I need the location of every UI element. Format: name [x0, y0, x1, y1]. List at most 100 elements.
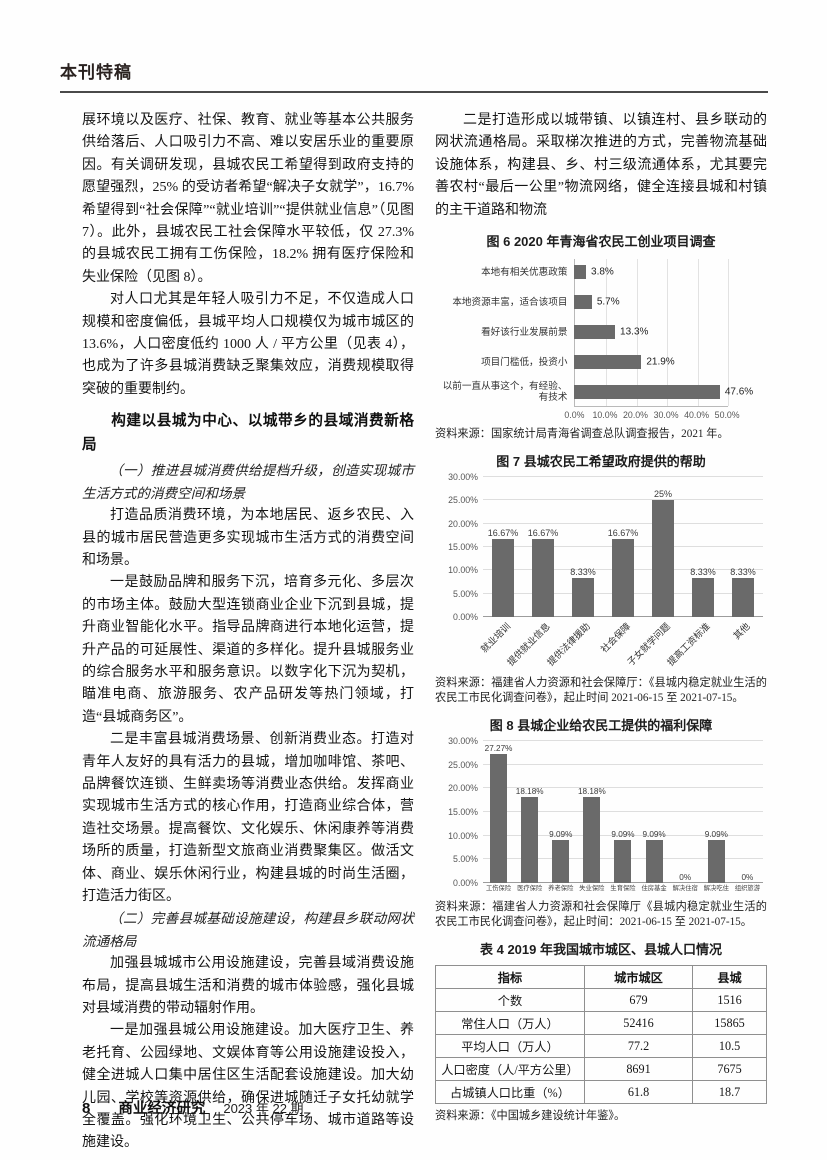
gridline: [483, 476, 763, 478]
bar: [692, 578, 714, 618]
x-axis: 0.0% 10.0% 20.0% 30.0% 40.0% 50.0%: [564, 407, 739, 422]
vbar-chart: 0.00% 5.00% 10.00% 15.00% 20.00% 25.00% 30.00%…: [448, 736, 763, 888]
bar: [572, 578, 594, 618]
column-title: 本刊特稿: [60, 63, 132, 82]
figure-6: 图 6 2020 年青海省农民工创业项目调查本地有相关优惠政策 3.8% 本地资源丰…: [435, 231, 767, 442]
gridline: [483, 740, 763, 742]
axis-tick: 10.00%: [448, 830, 478, 841]
table-cell: 8691: [583, 1057, 694, 1082]
hbar-chart: 本地有相关优惠政策 3.8% 本地资源丰富，适合该项目 5.7% 看好该行业发展前景 13…: [435, 257, 767, 422]
issue-info: 2023 年 22 期: [223, 1101, 304, 1116]
row-header-cell: 常住人口（万人）: [435, 1011, 585, 1036]
population-table: 指标 城市城区 县城 个数 679 1516 常住人口（万人） 52416 15865 平均人口（…: [435, 965, 767, 1105]
bar-cell: 25%: [643, 477, 683, 618]
bar-track: 47.6%: [574, 385, 753, 400]
value-label: 18.18%: [515, 786, 544, 796]
x-label-cell: 生育保险: [607, 883, 638, 895]
bar-cell: 9.09%: [607, 741, 638, 884]
figure-title: 图 6 2020 年青海省农民工创业项目调查: [486, 234, 716, 250]
figure-title: 图 8 县城企业给农民工提供的福利保障: [489, 718, 713, 734]
bar: [574, 265, 587, 280]
bar: [583, 796, 601, 884]
value-label: 0%: [679, 873, 692, 883]
row-header-cell: 占城镇人口比重（%）: [435, 1080, 585, 1105]
table-4: 表 4 2019 年我国城市城区、县城人口情况 指标 城市城区 县城 个数 679 151…: [435, 939, 767, 1124]
axis-tick: 50.0%: [714, 410, 740, 421]
page-header: 本刊特稿: [60, 58, 768, 93]
category-label: 本地有相关优惠政策: [481, 266, 568, 278]
bar: [645, 840, 663, 884]
category-label: 看好该行业发展前景: [481, 326, 568, 338]
axis-tick: 25.00%: [448, 759, 478, 770]
paragraph: 二是打造形成以城带镇、以镇连村、县乡联动的网状流通格局。采取梯次推进的方式，完善…: [435, 113, 767, 218]
bar-cell: 18.18%: [514, 741, 545, 884]
table-row: 平均人口（万人） 77.2 10.5: [435, 1034, 767, 1059]
bar-row: 项目门槛低，投资小 21.9%: [435, 347, 767, 377]
column-header: 县城: [692, 965, 767, 990]
bar-cell: 8.33%: [683, 477, 723, 618]
bar: [574, 295, 592, 310]
axis-tick: 10.00%: [448, 565, 478, 576]
axis-tick: 20.00%: [448, 783, 478, 794]
x-label-cell: 失业保险: [576, 883, 607, 895]
value-label: 9.09%: [611, 830, 635, 840]
axis-tick: 25.00%: [448, 495, 478, 506]
x-label-cell: 养老保险: [545, 883, 576, 895]
bar: [614, 840, 632, 884]
table-row: 个数 679 1516: [435, 988, 767, 1013]
value-label: 47.6%: [724, 386, 754, 398]
bar-row: 本地资源丰富，适合该项目 5.7%: [435, 287, 767, 317]
axis-tick: 30.0%: [653, 410, 679, 421]
paragraph: 加强县城城市公用设施建设，完善县域消费设施布局，提高县城生活和消费的城市体验感，…: [82, 956, 414, 1017]
category-label: 项目门槛低，投资小: [481, 356, 568, 368]
x-label-cell: 解决住宿: [670, 883, 701, 895]
value-label: 8.33%: [690, 567, 716, 578]
x-label-cell: 工伤保险: [483, 883, 514, 895]
value-label: 13.3%: [620, 326, 649, 338]
table-cell: 679: [583, 988, 694, 1013]
category-label: 解决住宿: [672, 885, 698, 893]
bar-track: 5.7%: [574, 295, 727, 310]
figure-7: 图 7 县城农民工希望政府提供的帮助 0.00% 5.00% 10.00% 15.00%…: [435, 451, 767, 706]
sub-heading: （二）完善县城基础设施建设，构建县乡联动网状流通格局: [82, 911, 414, 949]
value-label: 9.09%: [704, 830, 728, 840]
figure-source: 资料来源：福建省人力资源和社会保障厅：《县城内稳定就业生活的农民工市民化调查问卷…: [435, 677, 767, 705]
axis-tick: 15.00%: [448, 542, 478, 553]
value-label: 16.67%: [527, 528, 559, 539]
bars: 16.67% 16.67% 8.33% 16.67% 25% 8.33% 8.33%: [483, 477, 763, 618]
gridline: [483, 763, 763, 765]
bar-cell: 8.33%: [723, 477, 763, 618]
category-label: 组织旅游: [734, 885, 761, 893]
bar: [707, 840, 725, 884]
value-label: 0%: [741, 873, 754, 883]
bar-row: 看好该行业发展前景 13.3%: [435, 317, 767, 347]
bar: [574, 385, 720, 400]
bar-track: 13.3%: [574, 325, 727, 340]
category-label: 住房基金: [641, 885, 667, 893]
value-label: 5.7%: [596, 296, 620, 308]
paragraph: 一是鼓励品牌和服务下沉，培育多元化、多层次的市场主体。鼓励大型连锁商业企业下沉到…: [82, 575, 414, 725]
table-cell: 52416: [583, 1011, 694, 1036]
paragraph: 一是加强县城公用设施建设。加大医疗卫生、养老托育、公园绿地、文娱体育等公用设施建…: [82, 1023, 414, 1151]
paragraph: 二是丰富县城消费场景、创新消费业态。打造对青年人友好的具有活力的县城，增加咖啡馆…: [82, 732, 414, 904]
bar-cell: 16.67%: [523, 477, 563, 618]
gridline: [636, 259, 638, 407]
gridline: [483, 499, 763, 501]
axis-tick: 0.0%: [564, 410, 585, 421]
section-heading: 构建以县城为中心、以城带乡的县域消费新格局: [82, 413, 414, 454]
row-header-cell: 平均人口（万人）: [435, 1034, 585, 1059]
bar: [532, 539, 554, 618]
bar: [521, 796, 539, 884]
vbar-chart: 0.00% 5.00% 10.00% 15.00% 20.00% 25.00% 30.00%…: [448, 472, 763, 622]
bar: [612, 539, 634, 618]
category-label: 其他: [732, 621, 753, 643]
bar-cell: 9.09%: [701, 741, 732, 884]
figure-8: 图 8 县城企业给农民工提供的福利保障 0.00% 5.00% 10.00% 15.00…: [435, 715, 767, 930]
category-label: 解决吃住: [703, 885, 729, 893]
bar-row: 本地有相关优惠政策 3.8%: [435, 257, 767, 287]
bar-cell: 0%: [670, 741, 701, 883]
paragraph: 对人口尤其是年轻人吸引力不足，不仅造成人口规模和密度偏低，县城平均人口规模仅为城…: [82, 292, 414, 397]
bar-cell: 27.27%: [483, 741, 514, 884]
value-label: 9.09%: [549, 830, 573, 840]
value-label: 8.33%: [570, 567, 596, 578]
